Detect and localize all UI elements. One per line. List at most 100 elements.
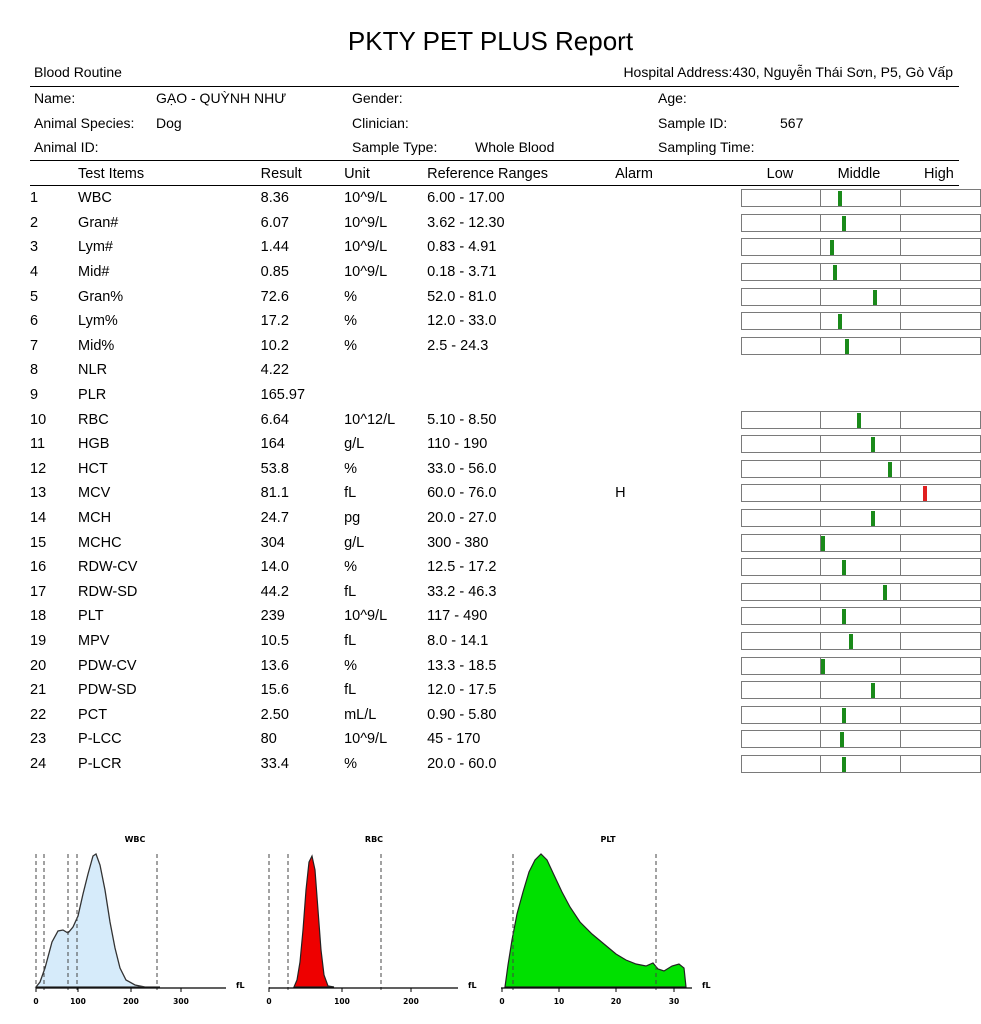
sampling-time-label: Sampling Time: [658, 139, 755, 155]
test-item: P-LCC [78, 731, 122, 748]
unit: % [344, 755, 357, 772]
table-row: 11 HGB 164 g/L 110 - 190 [30, 432, 981, 457]
reference-range: 45 - 170 [427, 731, 481, 748]
plt-hist-unit: fL [702, 981, 711, 990]
reference-range: 8.0 - 14.1 [427, 632, 489, 649]
table-row: 4 Mid# 0.85 10^9/L 0.18 - 3.71 [30, 260, 981, 285]
row-number: 9 [30, 387, 39, 404]
alarm-flag [613, 432, 741, 457]
row-number: 12 [30, 460, 47, 477]
test-item: PDW-CV [78, 657, 137, 674]
rbc-histogram: RBC fL 0 100 200 [262, 830, 482, 1023]
alarm-flag [613, 235, 741, 260]
table-row: 1 WBC 8.36 10^9/L 6.00 - 17.00 [30, 186, 981, 211]
range-indicator-bar [740, 582, 981, 601]
test-item: RBC [78, 411, 109, 428]
unit: 10^9/L [344, 264, 388, 281]
result-value: 239 [260, 608, 285, 625]
divider [30, 86, 959, 87]
test-item: P-LCR [78, 755, 122, 772]
range-indicator-bar [740, 238, 981, 257]
range-indicator-bar [740, 509, 981, 528]
section-title: Blood Routine [34, 64, 122, 80]
name-value: GẠO - QUỲNH NHƯ [156, 90, 287, 106]
test-item: HGB [78, 436, 110, 453]
result-value: 81.1 [260, 485, 289, 502]
row-number: 20 [30, 657, 47, 674]
test-item: MPV [78, 632, 110, 649]
result-value: 10.2 [260, 337, 289, 354]
reference-range: 13.3 - 18.5 [427, 657, 497, 674]
alarm-flag [613, 358, 741, 383]
plt-tick: 20 [611, 997, 621, 1006]
range-indicator-bar [740, 484, 981, 503]
name-label: Name: [34, 90, 76, 106]
test-item: MCV [78, 485, 111, 502]
table-row: 3 Lym# 1.44 10^9/L 0.83 - 4.91 [30, 235, 981, 260]
result-value: 14.0 [260, 559, 289, 576]
table-row: 12 HCT 53.8% 33.0 - 56.0 [30, 457, 981, 482]
table-row: 24 P-LCR 33.4% 20.0 - 60.0 [30, 752, 981, 777]
alarm-flag [613, 678, 741, 703]
row-number: 14 [30, 510, 47, 527]
row-number: 3 [30, 239, 39, 256]
wbc-tick: 300 [173, 997, 189, 1006]
report-title: PKTY PET PLUS Report [347, 26, 634, 56]
range-indicator-bar [740, 533, 981, 552]
unit: fL [344, 485, 357, 502]
alarm-flag [613, 752, 741, 777]
row-number: 19 [30, 632, 47, 649]
alarm-flag [613, 457, 741, 482]
test-item: RDW-CV [78, 559, 138, 576]
test-item: Mid# [78, 264, 110, 281]
value-marker [820, 658, 825, 674]
reference-range: 300 - 380 [427, 534, 489, 551]
range-indicator-bar [740, 189, 981, 208]
value-marker [837, 191, 842, 207]
unit: 10^9/L [344, 239, 388, 256]
table-row: 10 RBC 6.64 10^12/L 5.10 - 8.50 [30, 407, 981, 432]
test-item: PCT [78, 706, 108, 723]
gender-label: Gender: [352, 90, 403, 106]
table-row: 9 PLR 165.97 [30, 383, 981, 408]
unit: 10^9/L [344, 731, 388, 748]
value-marker [841, 609, 846, 625]
table-row: 20 PDW-CV 13.6% 13.3 - 18.5 [30, 653, 981, 678]
test-item: HCT [78, 460, 108, 477]
value-marker [829, 240, 834, 256]
alarm-flag [613, 309, 741, 334]
reference-range [427, 358, 613, 383]
result-value: 10.5 [260, 632, 289, 649]
row-number: 16 [30, 559, 47, 576]
rbc-hist-title: RBC [365, 835, 383, 844]
reference-range: 60.0 - 76.0 [427, 485, 497, 502]
test-item: Lym% [78, 313, 118, 330]
value-marker [872, 289, 877, 305]
unit: % [344, 657, 357, 674]
header-middle: Middle [837, 166, 881, 182]
result-value: 164 [260, 436, 285, 453]
alarm-flag [613, 727, 741, 752]
reference-range: 12.0 - 33.0 [427, 313, 497, 330]
unit: pg [344, 510, 361, 527]
sample-type-value: Whole Blood [475, 139, 555, 155]
result-value: 8.36 [260, 190, 289, 207]
unit: fL [344, 632, 357, 649]
alarm-flag [613, 407, 741, 432]
header-result: Result [260, 166, 302, 182]
animal-id-label: Animal ID: [34, 139, 99, 155]
wbc-hist-unit: fL [236, 981, 245, 990]
value-marker [856, 412, 861, 428]
result-value: 44.2 [260, 583, 289, 600]
header-low: Low [766, 166, 794, 182]
plt-histogram: PLT fL 0 10 20 30 [496, 830, 716, 1023]
alarm-flag: H [615, 485, 626, 502]
header-high: High [924, 166, 954, 182]
rbc-tick: 100 [334, 997, 350, 1006]
value-marker [841, 756, 846, 772]
test-item: Lym# [78, 239, 113, 256]
table-row: 22 PCT 2.50 mL/L 0.90 - 5.80 [30, 702, 981, 727]
unit: 10^12/L [344, 411, 396, 428]
table-row: 13 MCV 81.1 fL 60.0 - 76.0 H [30, 481, 981, 506]
range-indicator-bar [740, 287, 981, 306]
